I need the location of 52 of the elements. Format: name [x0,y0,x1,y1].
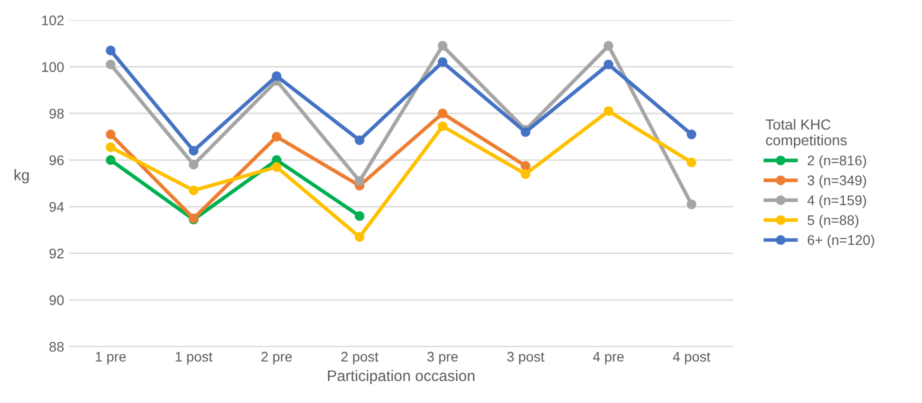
point [188,160,198,170]
legend-label: 6+ (n=120) [808,234,874,248]
y-tick-label: 92 [49,248,64,258]
point [354,135,364,146]
x-tick-label: 4 pre [593,352,624,364]
point [272,71,282,81]
point [106,46,116,56]
point [520,127,530,137]
point [520,169,530,179]
point [686,199,696,210]
point [106,142,116,152]
y-tick-label: 88 [49,342,64,352]
x-tick-label: 4 post [672,352,710,364]
y-tick-label: 96 [49,155,64,166]
point [604,106,614,116]
point [438,40,448,51]
point [604,40,614,51]
x-tick-label: 2 post [341,352,378,364]
point [686,158,696,168]
point [686,130,696,140]
legend-label: 2 (n=816) [808,155,866,168]
y-tick-label: 100 [42,62,64,72]
point [604,60,614,70]
point [106,130,116,140]
x-axis-title: Participation occasion [328,370,474,384]
x-tick-label: 3 pre [427,352,458,364]
y-tick-label: 90 [49,295,64,306]
point [188,146,198,156]
y-tick-label: 98 [49,108,64,119]
point [354,176,364,186]
point [438,57,448,67]
point [354,211,364,221]
point [354,232,364,242]
legend-label: 4 (n=159) [807,195,866,208]
x-tick-label: 1 pre [96,352,126,364]
point [106,60,116,70]
point [106,155,116,165]
x-tick-label: 1 post [176,352,212,364]
legend-label: 5 (n=88) [808,214,858,228]
point [272,132,282,142]
point [188,186,198,196]
point [272,162,282,172]
legend-label: 3 (n=349) [808,175,866,188]
y-tick-label: 102 [42,15,64,26]
x-tick-label: 2 pre [261,352,292,364]
legend-title: Total KHC competitions [766,118,847,148]
y-axis-title: kg [14,169,29,184]
point [438,108,448,118]
x-tick-label: 3 post [507,352,544,364]
y-tick-label: 94 [49,202,64,212]
point [520,161,530,171]
point [438,121,448,132]
